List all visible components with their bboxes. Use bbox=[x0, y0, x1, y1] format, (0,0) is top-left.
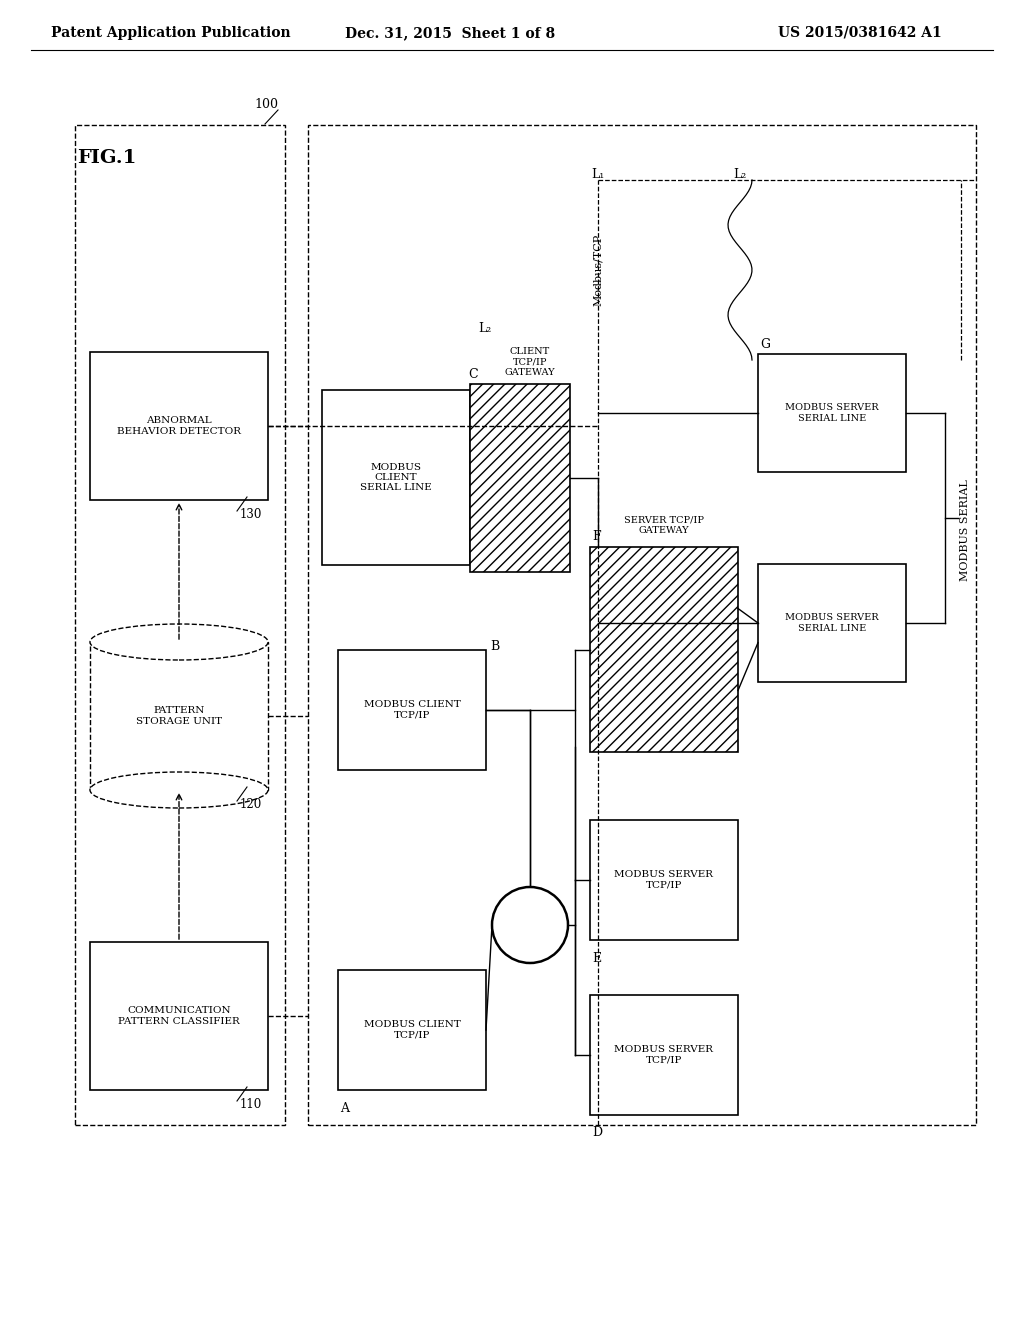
Text: F: F bbox=[592, 531, 601, 544]
Text: COMMUNICATION
PATTERN CLASSIFIER: COMMUNICATION PATTERN CLASSIFIER bbox=[118, 1006, 240, 1026]
Text: E: E bbox=[592, 952, 601, 965]
Text: D: D bbox=[592, 1126, 602, 1139]
Text: ABNORMAL
BEHAVIOR DETECTOR: ABNORMAL BEHAVIOR DETECTOR bbox=[117, 416, 241, 436]
Text: A: A bbox=[340, 1101, 349, 1114]
Text: 100: 100 bbox=[254, 99, 278, 111]
Text: C: C bbox=[468, 367, 477, 380]
Bar bbox=[590, 995, 738, 1115]
Text: MODBUS CLIENT
TCP/IP: MODBUS CLIENT TCP/IP bbox=[364, 701, 461, 719]
Bar bbox=[338, 970, 486, 1090]
Text: FIG.1: FIG.1 bbox=[77, 149, 136, 168]
Text: MODBUS SERVER
TCP/IP: MODBUS SERVER TCP/IP bbox=[614, 1045, 714, 1065]
Text: B: B bbox=[490, 639, 500, 652]
Text: 110: 110 bbox=[240, 1098, 262, 1111]
Text: Modbus/TCP: Modbus/TCP bbox=[593, 234, 603, 306]
Text: US 2015/0381642 A1: US 2015/0381642 A1 bbox=[778, 26, 942, 40]
Bar bbox=[322, 389, 470, 565]
Text: MODBUS SERVER
TCP/IP: MODBUS SERVER TCP/IP bbox=[614, 870, 714, 890]
Text: 120: 120 bbox=[240, 799, 262, 812]
Bar bbox=[590, 820, 738, 940]
Text: G: G bbox=[760, 338, 770, 351]
Bar bbox=[308, 125, 976, 1125]
Ellipse shape bbox=[90, 772, 268, 808]
Bar bbox=[470, 384, 570, 572]
Bar bbox=[338, 649, 486, 770]
Text: MODBUS
CLIENT
SERIAL LINE: MODBUS CLIENT SERIAL LINE bbox=[360, 462, 432, 492]
Bar bbox=[90, 942, 268, 1090]
Text: MODBUS CLIENT
TCP/IP: MODBUS CLIENT TCP/IP bbox=[364, 1020, 461, 1040]
Text: MODBUS SERIAL: MODBUS SERIAL bbox=[961, 479, 970, 581]
Ellipse shape bbox=[90, 624, 268, 660]
Text: 130: 130 bbox=[240, 508, 262, 521]
Text: L₂: L₂ bbox=[478, 322, 492, 335]
Circle shape bbox=[492, 887, 568, 964]
Text: L₂: L₂ bbox=[733, 169, 746, 181]
Bar bbox=[590, 546, 738, 752]
Bar bbox=[470, 384, 570, 572]
Bar bbox=[590, 546, 738, 752]
Text: SERVER TCP/IP
GATEWAY: SERVER TCP/IP GATEWAY bbox=[624, 515, 705, 535]
Text: Dec. 31, 2015  Sheet 1 of 8: Dec. 31, 2015 Sheet 1 of 8 bbox=[345, 26, 556, 40]
Bar bbox=[90, 352, 268, 500]
Bar bbox=[75, 125, 285, 1125]
Text: CLIENT
TCP/IP
GATEWAY: CLIENT TCP/IP GATEWAY bbox=[505, 347, 555, 378]
Bar bbox=[758, 354, 906, 473]
Text: L₁: L₁ bbox=[592, 169, 604, 181]
Bar bbox=[90, 642, 268, 789]
Bar bbox=[758, 564, 906, 682]
Text: MODBUS SERVER
SERIAL LINE: MODBUS SERVER SERIAL LINE bbox=[785, 614, 879, 632]
Text: Patent Application Publication: Patent Application Publication bbox=[51, 26, 291, 40]
Text: PATTERN
STORAGE UNIT: PATTERN STORAGE UNIT bbox=[136, 706, 222, 726]
Text: MODBUS SERVER
SERIAL LINE: MODBUS SERVER SERIAL LINE bbox=[785, 404, 879, 422]
